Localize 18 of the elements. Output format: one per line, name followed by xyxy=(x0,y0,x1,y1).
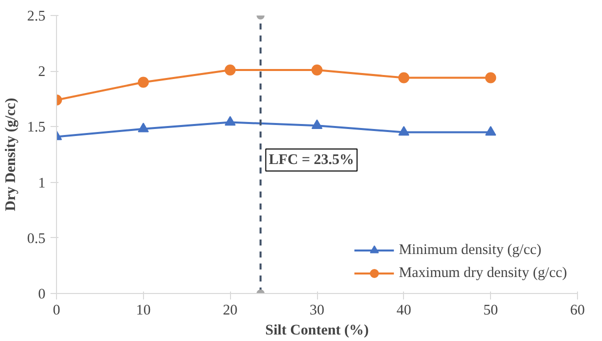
x-tick-label: 10 xyxy=(136,302,151,318)
x-tick-label: 0 xyxy=(52,302,60,318)
y-tick-label: 1 xyxy=(38,175,46,192)
x-axis-title: Silt Content (%) xyxy=(265,322,369,338)
y-tick-label: 0.5 xyxy=(27,230,46,247)
x-tick-label: 50 xyxy=(483,302,498,318)
y-tick-label: 2 xyxy=(38,64,46,80)
x-tick-label: 60 xyxy=(570,302,585,318)
y-tick-label: 2.5 xyxy=(27,8,46,24)
y-tick-label: 0 xyxy=(38,286,46,302)
legend-label: Maximum dry density (g/cc) xyxy=(398,264,567,282)
y-axis-title: Dry Density (g/cc) xyxy=(3,98,20,212)
x-tick-label: 40 xyxy=(396,302,412,318)
annotation: LFC = 23.5% xyxy=(268,152,354,168)
x-tick-label: 20 xyxy=(222,302,238,318)
y-tick-label: 1.5 xyxy=(27,120,46,136)
legend-label: Minimum density (g/cc) xyxy=(398,242,542,258)
x-tick-label: 30 xyxy=(310,302,324,318)
